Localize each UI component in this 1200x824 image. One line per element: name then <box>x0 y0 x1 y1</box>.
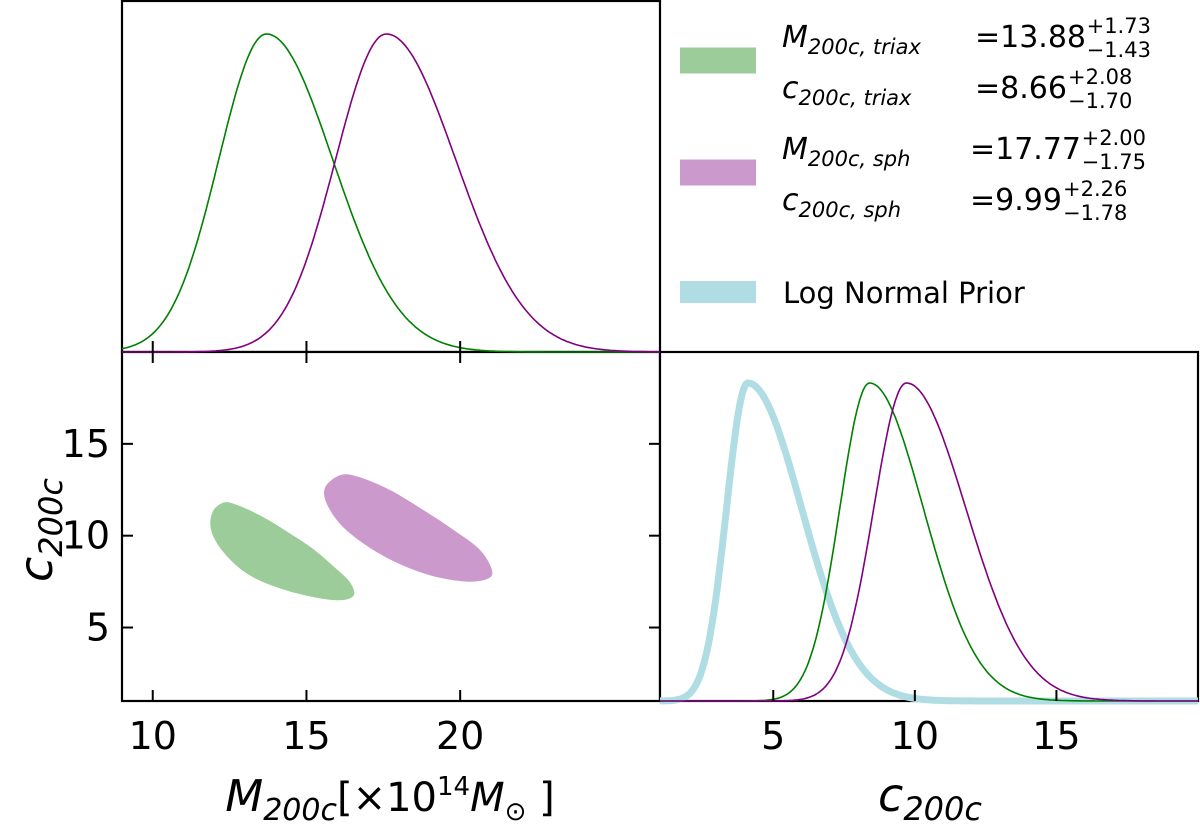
x-tick-label: 20 <box>436 714 484 758</box>
mass-marginal-ticks <box>151 341 462 363</box>
legend-param-value: =9.99 <box>970 183 1062 218</box>
y-tick-label: 10 <box>62 514 110 558</box>
legend-param-lower-error: −1.70 <box>1068 89 1132 113</box>
legend-param-label: c200c, triax <box>782 71 912 110</box>
legend-param-value: =13.88 <box>975 20 1086 55</box>
legend-param-lower-error: −1.75 <box>1082 150 1146 174</box>
mass-marginal-curves <box>121 33 660 353</box>
legend-swatch-1 <box>680 159 756 186</box>
legend-param-label: M200c, sph <box>782 132 910 171</box>
conc-marginal-curves <box>658 379 1200 705</box>
joint-y-axis-label: c200c <box>9 478 70 582</box>
legend-param-label: M200c, triax <box>782 20 921 59</box>
conc-x-axis-label: c200c <box>878 768 982 824</box>
legend-param-upper-error: +2.26 <box>1063 177 1127 201</box>
x-tick-label: 5 <box>761 714 785 758</box>
spherical-marginal-curve <box>660 382 1198 702</box>
legend-prior-label: Log Normal Prior <box>783 276 1025 310</box>
x-tick-label: 10 <box>129 714 177 758</box>
y-tick-label: 15 <box>62 422 110 466</box>
legend: M200c, triax =13.88 +1.73−1.43 c200c, triax… <box>680 14 1151 310</box>
legend-param-upper-error: +1.73 <box>1087 14 1151 38</box>
legend-param-lower-error: −1.78 <box>1063 201 1127 225</box>
joint-ticks: 10 15 20 5 10 15 <box>62 422 660 758</box>
legend-param-value: =8.66 <box>975 71 1067 106</box>
legend-param-lower-error: −1.43 <box>1087 38 1151 62</box>
joint-contours <box>210 474 493 601</box>
legend-param-upper-error: +2.00 <box>1082 126 1146 150</box>
legend-swatch-0 <box>680 47 756 74</box>
spherical-marginal-curve <box>122 33 660 353</box>
legend-param-upper-error: +2.08 <box>1068 65 1132 89</box>
x-tick-label: 15 <box>1032 714 1080 758</box>
legend-param-value: =17.77 <box>970 132 1081 167</box>
triaxial-contour-region <box>210 502 355 601</box>
y-tick-label: 5 <box>86 606 110 650</box>
x-tick-label: 10 <box>891 714 939 758</box>
legend-swatch-prior <box>680 281 756 303</box>
mass-marginal-frame <box>120 0 662 354</box>
triaxial-marginal-curve <box>121 33 660 353</box>
conc-marginal-ticks: 5 10 15 <box>761 690 1081 758</box>
x-tick-label: 15 <box>282 714 330 758</box>
joint-x-axis-label: M200c[×1014M⊙ ] <box>225 771 555 824</box>
legend-param-label: c200c, sph <box>782 183 901 222</box>
spherical-contour-region <box>324 474 493 582</box>
